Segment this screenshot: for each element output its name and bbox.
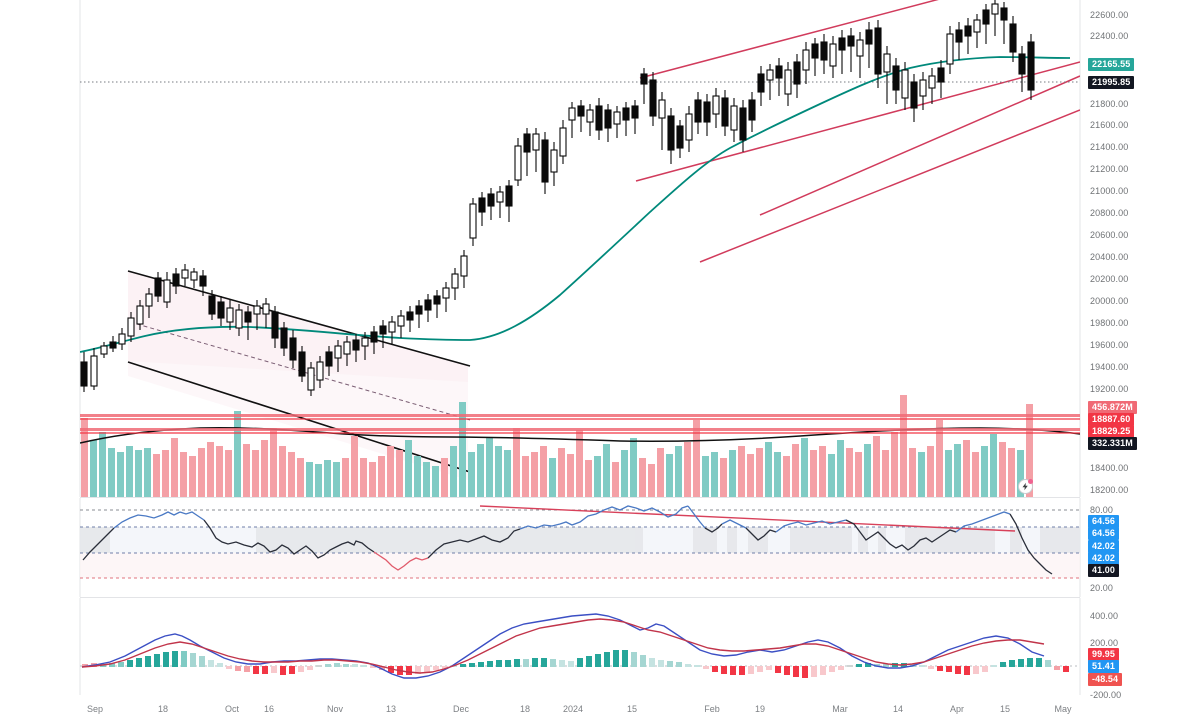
price-tick: 18400.00 [1090,463,1129,473]
panel-divider-rsi-macd [80,597,1080,598]
time-tick: 15 [626,704,638,714]
price-tick: 20400.00 [1090,252,1129,262]
price-tick: 21200.00 [1090,164,1129,174]
time-tick: 2024 [562,704,584,714]
rsi-tick-upper: 80.00 [1090,505,1114,515]
rsi-band-lower-tag[interactable]: 42.02 [1088,540,1120,553]
time-tick: Apr [949,704,965,714]
time-tick: Dec [452,704,470,714]
price-panel-plot[interactable] [0,0,1200,500]
time-tick: 18 [157,704,169,714]
panel-divider-price-rsi [80,497,1080,498]
alert-badge-dot [1028,479,1033,484]
time-tick: 14 [892,704,904,714]
price-tick: 20200.00 [1090,274,1129,284]
price-tick: 19800.00 [1090,318,1129,328]
price-tick: 21400.00 [1090,142,1129,152]
time-tick: Mar [832,704,848,714]
macd-line-tag[interactable]: 51.41 [1088,660,1120,673]
macd-tick-200: 200.00 [1090,638,1119,648]
price-tick: 19400.00 [1090,362,1129,372]
price-tick: 19200.00 [1090,384,1129,394]
macd-signal-tag[interactable]: 99.95 [1088,648,1120,661]
volume-current-tag[interactable]: 332.331M [1088,437,1137,450]
rsi-current-tag[interactable]: 41.00 [1088,564,1120,577]
volume-subpanel [80,395,1080,497]
price-tick: 21600.00 [1090,120,1129,130]
price-tick: 20800.00 [1090,208,1129,218]
price-tick: 20600.00 [1090,230,1129,240]
price-tick: 20000.00 [1090,296,1129,306]
time-tick: 19 [754,704,766,714]
rsi-band-lower-tag-2[interactable]: 42.02 [1088,552,1120,565]
time-tick: 13 [385,704,397,714]
time-tick: Nov [326,704,344,714]
last-price-tag[interactable]: 22165.55 [1088,58,1135,71]
price-tick: 22400.00 [1090,31,1129,41]
prev-close-tag[interactable]: 21995.85 [1088,76,1135,89]
time-tick: 15 [999,704,1011,714]
price-tick: 18200.00 [1090,485,1129,495]
price-tick: 21000.00 [1090,186,1129,196]
rsi-band-upper-tag[interactable]: 64.56 [1088,515,1120,528]
volume-tag-high[interactable]: 456.872M [1088,401,1137,414]
price-tick: 22600.00 [1090,10,1129,20]
price-tick: 19600.00 [1090,340,1129,350]
time-tick: Oct [224,704,240,714]
support-level-tag[interactable]: 18829.25 [1088,425,1135,438]
rsi-tick-lower: 20.00 [1090,583,1114,593]
macd-tick-400: 400.00 [1090,611,1119,621]
macd-panel-plot[interactable] [0,598,1200,696]
price-tick: 21800.00 [1090,99,1129,109]
resistance-level-tag[interactable]: 18887.60 [1088,413,1135,426]
time-tick: Feb [704,704,720,714]
time-tick: 16 [263,704,275,714]
time-tick: Sep [86,704,104,714]
macd-tick-neg200: -200.00 [1090,690,1122,700]
rsi-panel-plot[interactable] [0,498,1200,598]
time-tick: 18 [519,704,531,714]
macd-histogram-tag[interactable]: -48.54 [1088,673,1123,686]
time-tick: May [1054,704,1072,714]
rsi-band-upper-tag-2[interactable]: 64.56 [1088,527,1120,540]
flash-alert-icon[interactable] [1018,479,1033,494]
